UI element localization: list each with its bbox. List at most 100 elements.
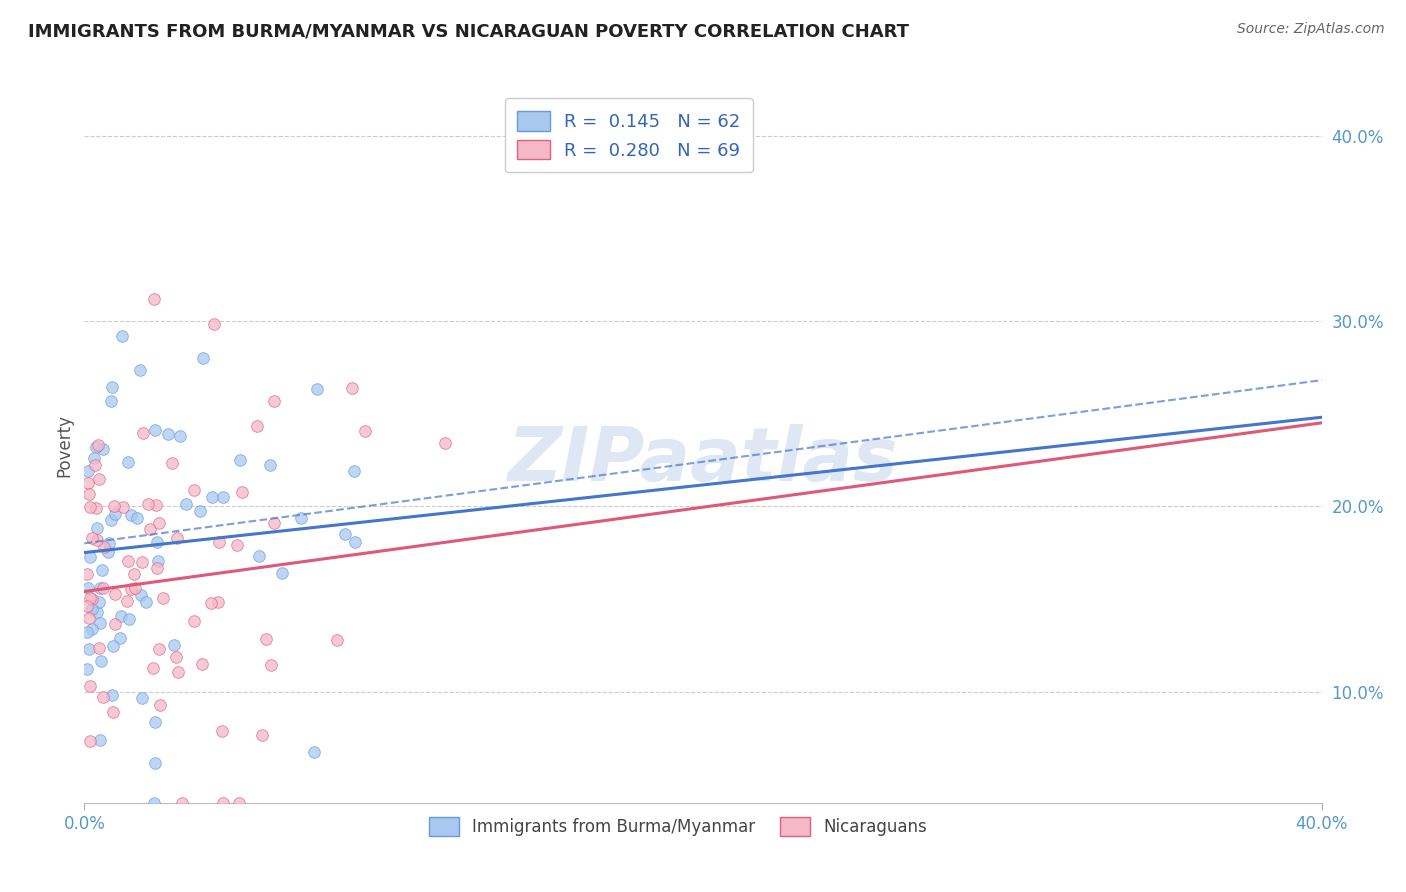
- Point: [77, 642, 100, 657]
- Point: [354, 425, 377, 439]
- Point: [340, 381, 363, 395]
- Point: [104, 617, 127, 632]
- Point: [120, 508, 142, 523]
- Point: [157, 427, 180, 442]
- Point: [207, 595, 229, 609]
- Point: [127, 510, 149, 524]
- Point: [136, 497, 159, 511]
- Point: [84, 440, 107, 454]
- Point: [304, 745, 326, 759]
- Point: [142, 292, 165, 306]
- Point: [86, 533, 108, 547]
- Point: [76, 567, 98, 582]
- Point: [142, 661, 165, 675]
- Point: [100, 513, 122, 527]
- Point: [86, 500, 108, 515]
- Point: [115, 594, 138, 608]
- Point: [162, 456, 184, 470]
- Point: [89, 615, 111, 630]
- Point: [90, 654, 112, 668]
- Point: [211, 796, 233, 810]
- Point: [90, 563, 112, 577]
- Point: [118, 612, 141, 626]
- Point: [87, 438, 110, 452]
- Point: [77, 611, 100, 625]
- Point: [108, 631, 131, 645]
- Point: [76, 599, 98, 614]
- Point: [183, 483, 205, 497]
- Point: [103, 499, 125, 513]
- Point: [89, 733, 111, 747]
- Point: [91, 690, 114, 705]
- Point: [146, 554, 169, 568]
- Point: [135, 595, 157, 609]
- Point: [87, 472, 110, 486]
- Point: [139, 522, 162, 536]
- Point: [124, 582, 146, 596]
- Point: [76, 624, 98, 639]
- Point: [77, 464, 100, 478]
- Point: [76, 475, 98, 490]
- Point: [200, 596, 222, 610]
- Point: [270, 566, 292, 581]
- Text: IMMIGRANTS FROM BURMA/MYANMAR VS NICARAGUAN POVERTY CORRELATION CHART: IMMIGRANTS FROM BURMA/MYANMAR VS NICARAG…: [28, 22, 910, 40]
- Point: [211, 491, 233, 505]
- Point: [79, 733, 101, 747]
- Point: [149, 698, 172, 712]
- Point: [260, 658, 283, 673]
- Point: [247, 549, 270, 564]
- Y-axis label: Poverty: Poverty: [55, 415, 73, 477]
- Point: [82, 623, 104, 637]
- Point: [76, 662, 98, 676]
- Point: [172, 796, 194, 810]
- Point: [166, 665, 188, 679]
- Point: [79, 500, 101, 515]
- Point: [79, 591, 101, 606]
- Point: [290, 510, 312, 524]
- Point: [169, 429, 191, 443]
- Point: [104, 507, 127, 521]
- Point: [229, 453, 252, 467]
- Text: Source: ZipAtlas.com: Source: ZipAtlas.com: [1237, 22, 1385, 37]
- Point: [117, 553, 139, 567]
- Point: [162, 638, 184, 652]
- Point: [143, 756, 166, 770]
- Point: [103, 640, 125, 654]
- Point: [263, 394, 285, 409]
- Point: [148, 641, 170, 656]
- Point: [202, 317, 225, 331]
- Point: [86, 605, 108, 619]
- Point: [96, 545, 118, 559]
- Point: [246, 419, 269, 434]
- Point: [86, 521, 108, 535]
- Point: [252, 728, 274, 742]
- Point: [145, 423, 167, 437]
- Point: [325, 633, 347, 648]
- Point: [132, 425, 155, 440]
- Point: [80, 531, 103, 545]
- Point: [131, 555, 153, 569]
- Point: [79, 550, 101, 565]
- Point: [131, 691, 153, 706]
- Point: [79, 487, 101, 501]
- Point: [80, 591, 103, 606]
- Point: [188, 504, 211, 518]
- Point: [97, 536, 120, 550]
- Legend: Immigrants from Burma/Myanmar, Nicaraguans: Immigrants from Burma/Myanmar, Nicaragua…: [420, 809, 936, 845]
- Point: [111, 328, 134, 343]
- Point: [110, 608, 132, 623]
- Point: [84, 458, 107, 472]
- Point: [191, 657, 214, 672]
- Point: [193, 351, 215, 365]
- Point: [344, 535, 367, 549]
- Point: [263, 516, 285, 530]
- Point: [120, 582, 142, 597]
- Point: [231, 485, 253, 500]
- Point: [254, 632, 277, 646]
- Point: [79, 680, 101, 694]
- Point: [111, 500, 134, 514]
- Point: [129, 588, 152, 602]
- Point: [145, 499, 167, 513]
- Point: [183, 614, 205, 628]
- Point: [80, 601, 103, 615]
